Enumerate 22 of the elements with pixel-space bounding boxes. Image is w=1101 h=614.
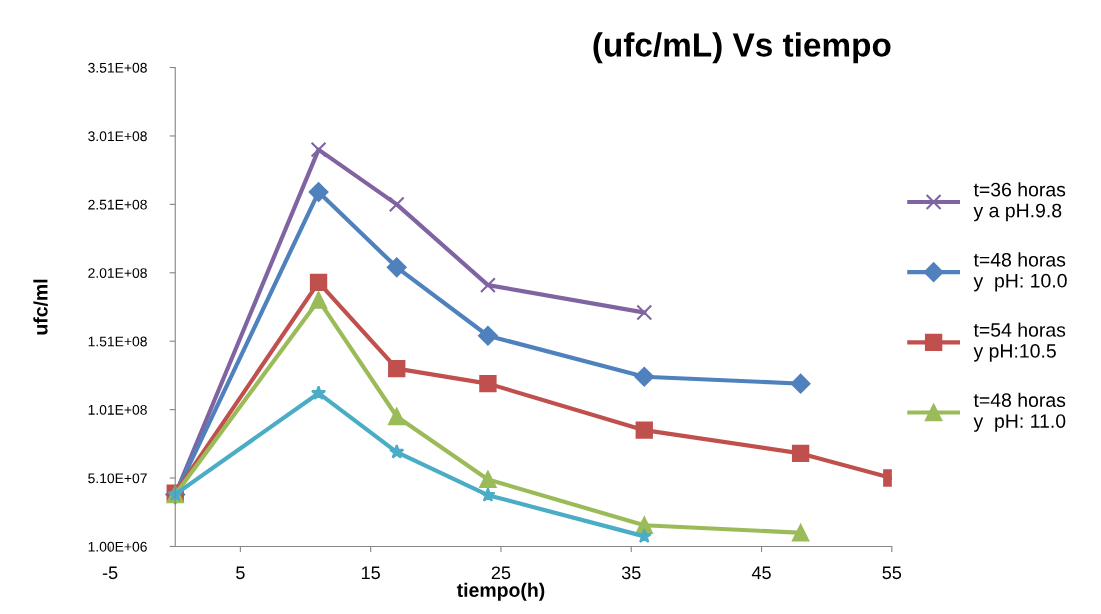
y-tick-label: 3.51E+08: [88, 62, 147, 73]
y-axis-title: ufc/ml: [33, 279, 48, 335]
x-tick-label: 35: [621, 566, 641, 580]
y-tick-label: 1.01E+08: [88, 404, 147, 415]
y-tick-label: 1.00E+06: [88, 541, 147, 552]
y-tick-label: 5.10E+07: [88, 473, 147, 484]
y-tick-label: 2.01E+08: [88, 268, 147, 278]
x-tick-label: 25: [491, 566, 511, 580]
legend-label: t=48 horas y pH: 11.0: [973, 392, 1066, 432]
y-tick-label: 1.51E+08: [88, 336, 147, 347]
x-tick-label: 5: [236, 566, 245, 580]
chart-title: (ufc/mL) Vs tiempo: [593, 32, 891, 64]
x-tick-label: 55: [882, 566, 902, 580]
x-tick-label: 15: [362, 566, 380, 580]
y-tick-label: 2.51E+08: [88, 199, 147, 210]
y-tick-label: 3.01E+08: [88, 131, 147, 142]
legend-label: t=54 horas y pH:10.5: [973, 322, 1066, 362]
legend-label: t=36 horas y a pH.9.8: [973, 182, 1066, 222]
legend-label: t=48 horas y pH: 10.0: [973, 252, 1067, 292]
x-axis-title: tiempo(h): [456, 582, 545, 601]
x-tick-label: -5: [102, 566, 118, 580]
x-tick-label: 45: [751, 566, 771, 580]
